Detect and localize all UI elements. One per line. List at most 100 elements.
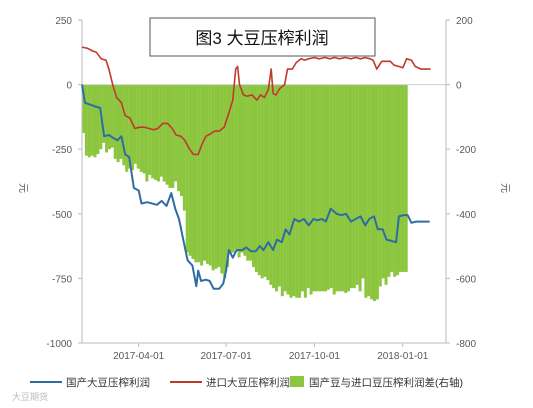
diff-bar bbox=[185, 84, 189, 253]
chart-title: 图3 大豆压榨利润 bbox=[195, 29, 328, 48]
left-tick-label: 250 bbox=[55, 16, 72, 27]
diff-bar bbox=[159, 84, 163, 177]
diff-bar bbox=[220, 84, 224, 274]
diff-bar bbox=[145, 84, 149, 182]
x-tick-label: 2018-01-01 bbox=[377, 351, 429, 362]
diff-bar bbox=[295, 84, 299, 298]
diff-bar bbox=[107, 84, 111, 150]
diff-bar bbox=[113, 84, 117, 159]
diff-bar bbox=[306, 84, 310, 289]
diff-bar bbox=[269, 84, 273, 285]
diff-bar bbox=[200, 84, 204, 266]
diff-bar bbox=[289, 84, 293, 298]
diff-bar bbox=[234, 84, 238, 250]
right-tick-label: -800 bbox=[456, 339, 476, 350]
legend-label-domestic: 国产大豆压榨利润 bbox=[66, 376, 150, 389]
right-tick-label: -600 bbox=[456, 274, 476, 285]
diff-bar bbox=[128, 84, 132, 169]
diff-bar bbox=[283, 84, 287, 292]
diff-bar bbox=[318, 84, 322, 292]
diff-bar bbox=[90, 84, 94, 156]
diff-bar bbox=[326, 84, 330, 290]
diff-bar bbox=[110, 84, 114, 148]
right-tick-label: 0 bbox=[456, 81, 462, 92]
left-tick-label: -500 bbox=[52, 210, 72, 221]
diff-bar bbox=[171, 84, 175, 188]
legend-swatch-diff bbox=[290, 376, 304, 387]
diff-bar bbox=[292, 84, 296, 297]
diff-bar bbox=[105, 84, 109, 153]
diff-bar bbox=[165, 84, 169, 185]
diff-bar bbox=[162, 84, 166, 182]
diff-bar bbox=[344, 84, 348, 293]
diff-bar bbox=[82, 84, 85, 134]
diff-bar bbox=[142, 84, 146, 174]
watermark: 大豆期货 bbox=[12, 391, 48, 402]
diff-bar bbox=[373, 84, 377, 302]
diff-bar bbox=[347, 84, 351, 292]
x-axis-ticks: 2017-04-01 2017-07-01 2017-10-01 2018-01-01 bbox=[113, 343, 429, 362]
diff-bar bbox=[177, 84, 181, 192]
imported-profit-line bbox=[81, 46, 431, 156]
diff-bar bbox=[257, 84, 261, 276]
diff-bar bbox=[298, 84, 302, 298]
right-axis-label: 元 bbox=[499, 183, 510, 193]
diff-bar bbox=[96, 84, 100, 155]
diff-bar bbox=[231, 84, 235, 253]
diff-bar bbox=[243, 84, 247, 256]
right-tick-label: -400 bbox=[456, 210, 476, 221]
diff-bar bbox=[312, 84, 316, 292]
domestic-profit-line bbox=[81, 84, 430, 290]
diff-bar bbox=[280, 84, 284, 297]
diff-bar bbox=[125, 84, 129, 172]
diff-bar bbox=[188, 84, 192, 256]
diff-bar bbox=[375, 84, 379, 300]
diff-bar bbox=[119, 84, 123, 159]
right-axis-ticks: 200 0 -200 -400 -600 -800 bbox=[446, 16, 476, 350]
diff-bar bbox=[367, 84, 371, 297]
diff-bar bbox=[286, 84, 290, 295]
legend-label-diff: 国产豆与进口豆压榨利润差(右轴) bbox=[309, 376, 463, 389]
chart-title-box: 图3 大豆压榨利润 bbox=[149, 17, 376, 57]
diff-bar bbox=[324, 84, 328, 292]
left-tick-label: -1000 bbox=[46, 339, 72, 350]
diff-bar bbox=[321, 84, 325, 292]
diff-bar bbox=[275, 84, 279, 292]
diff-bar bbox=[148, 84, 152, 176]
diff-bar bbox=[361, 84, 365, 279]
diff-bar bbox=[277, 84, 281, 287]
diff-bar bbox=[303, 84, 307, 298]
diff-bar bbox=[329, 84, 333, 289]
diff-bar bbox=[332, 84, 336, 295]
legend: 国产大豆压榨利润 进口大豆压榨利润 国产豆与进口豆压榨利润差(右轴) bbox=[30, 376, 463, 389]
diff-bar bbox=[341, 84, 345, 292]
diff-bar bbox=[251, 84, 255, 268]
right-tick-label: 200 bbox=[456, 16, 473, 27]
diff-bar bbox=[272, 84, 276, 289]
diff-bar bbox=[398, 84, 402, 272]
left-tick-label: 0 bbox=[66, 81, 72, 92]
diff-bar bbox=[214, 84, 218, 269]
diff-bar bbox=[203, 84, 207, 261]
diff-bar bbox=[130, 84, 134, 171]
diff-bar bbox=[300, 84, 304, 292]
diff-bar bbox=[249, 84, 253, 261]
diff-bar bbox=[205, 84, 209, 264]
diff-bar bbox=[197, 84, 201, 263]
left-axis-ticks: 250 0 -250 -500 -750 -1000 bbox=[46, 16, 82, 350]
diff-bar bbox=[179, 84, 183, 197]
diff-bar bbox=[355, 84, 359, 285]
legend-label-imported: 进口大豆压榨利润 bbox=[206, 376, 290, 389]
diff-bar bbox=[352, 84, 356, 289]
diff-bar bbox=[211, 84, 215, 271]
diff-bar bbox=[266, 84, 270, 281]
diff-bar bbox=[263, 84, 267, 277]
diff-bar bbox=[102, 84, 106, 143]
diff-bar bbox=[154, 84, 158, 180]
diff-bar bbox=[370, 84, 374, 300]
diff-bar bbox=[335, 84, 339, 292]
title-box-border bbox=[149, 17, 376, 57]
diff-bar bbox=[133, 84, 137, 164]
diff-bar bbox=[217, 84, 221, 268]
